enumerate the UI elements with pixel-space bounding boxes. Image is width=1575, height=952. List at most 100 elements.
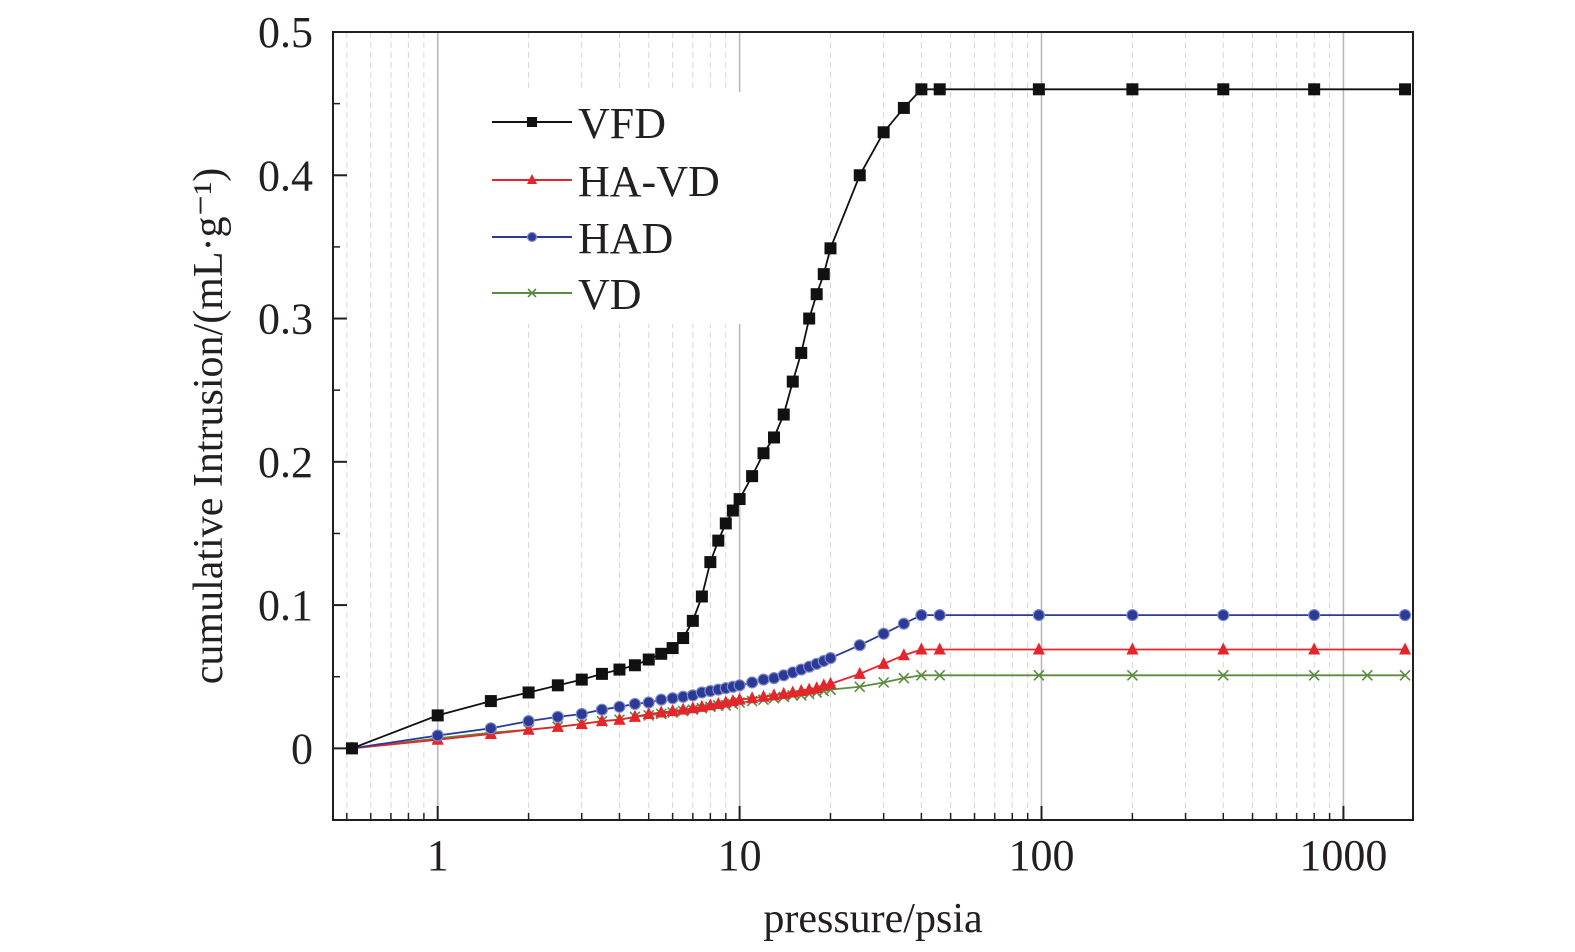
data-point-square [712, 534, 725, 547]
data-point-circle [1126, 609, 1139, 622]
data-point-cross [1361, 669, 1373, 681]
data-point-cross [1033, 669, 1045, 681]
x-tick-label: 1000 [1299, 831, 1387, 880]
series-ha-vd [345, 642, 1412, 754]
data-point-square [1126, 83, 1139, 96]
y-tick-label: 0.3 [258, 295, 313, 344]
data-point-square [595, 667, 608, 680]
data-point-square [345, 742, 358, 755]
data-point-square [817, 268, 830, 281]
data-point-cross [1399, 669, 1411, 681]
data-point-triangle [575, 717, 588, 730]
data-point-circle [575, 707, 588, 721]
data-point-cross [1217, 669, 1229, 681]
data-point-square [704, 556, 717, 569]
data-point-triangle [527, 174, 537, 184]
data-point-triangle [1217, 642, 1230, 655]
data-point-square [677, 632, 690, 645]
data-point-triangle [915, 642, 928, 655]
data-point-circle [628, 697, 642, 711]
data-point-cross-stroke [934, 669, 946, 681]
data-point-square [1308, 83, 1321, 96]
data-point-square [719, 517, 732, 530]
series-line [351, 614, 1406, 750]
data-point-circle [853, 639, 866, 652]
legend-label: HAD [578, 214, 673, 263]
data-point-triangle [897, 648, 910, 661]
data-point-triangle [686, 701, 699, 714]
x-tick-label: 10 [718, 831, 762, 880]
data-point-triangle [595, 714, 608, 727]
data-point-square [810, 288, 823, 301]
data-point-cross-stroke [854, 681, 866, 693]
legend: VFD HA-VD HAD VD [480, 92, 770, 324]
data-point-triangle [757, 689, 770, 702]
data-point-square [695, 590, 708, 603]
data-point-square [768, 431, 781, 444]
data-point-triangle [877, 656, 890, 669]
data-point-cross [854, 681, 866, 693]
x-tick-label: 1 [427, 831, 449, 880]
data-point-square [746, 470, 759, 483]
data-point-square [877, 126, 890, 139]
data-point-cross-stroke [915, 669, 927, 681]
data-point-cross-stroke [878, 676, 890, 689]
data-point-circle [595, 703, 609, 716]
data-point-circle [522, 715, 535, 728]
data-point-triangle [746, 691, 759, 704]
data-point-cross-stroke [1126, 669, 1138, 681]
data-point-triangle [1126, 642, 1139, 655]
series-line [351, 648, 1406, 750]
data-point-triangle [1399, 642, 1412, 655]
data-point-square [666, 642, 679, 655]
data-point-square [575, 673, 588, 686]
data-point-circle [431, 729, 444, 742]
data-point-circle [526, 231, 538, 243]
data-point-cross [915, 669, 927, 681]
data-point-circle [824, 652, 837, 665]
y-tick-label: 0.4 [258, 151, 313, 200]
data-point-circle [757, 673, 770, 686]
legend-label: VFD [578, 99, 666, 148]
series-line [351, 88, 1406, 750]
y-tick-label: 0.2 [258, 438, 313, 487]
data-point-cross [1126, 669, 1138, 681]
data-point-cross [527, 288, 537, 298]
data-point-circle [551, 710, 564, 723]
data-point-triangle [853, 666, 866, 679]
data-point-circle [915, 609, 928, 622]
data-point-cross [898, 672, 910, 684]
y-tick-label: 0.1 [258, 581, 313, 630]
data-point-triangle [768, 688, 781, 701]
data-point-cross-stroke [1217, 669, 1229, 681]
data-point-square [1217, 83, 1230, 96]
data-point-square [484, 695, 497, 708]
data-point-triangle [551, 719, 564, 732]
data-point-triangle [522, 722, 535, 735]
data-point-circle [897, 617, 910, 630]
data-point-triangle [677, 702, 690, 715]
data-point-circle [655, 693, 668, 706]
data-point-circle [746, 676, 759, 689]
data-point-square [795, 346, 808, 359]
data-point-circle [666, 692, 679, 705]
data-point-triangle [1308, 642, 1321, 655]
data-point-circle [933, 609, 946, 622]
legend-item: HA-VD [492, 157, 720, 206]
series-layer [345, 83, 1412, 755]
data-point-square [613, 663, 626, 676]
data-point-triangle [695, 699, 708, 712]
data-point-cross [934, 669, 946, 681]
data-point-square [726, 504, 739, 517]
data-point-cross-stroke [1308, 669, 1320, 681]
data-point-square [733, 493, 746, 506]
x-tick-label: 100 [1009, 831, 1075, 880]
legend-label: HA-VD [578, 157, 720, 206]
data-point-triangle [628, 709, 641, 722]
legend-item: HAD [492, 214, 673, 263]
data-point-square [642, 653, 655, 666]
data-point-circle [642, 696, 655, 709]
y-axis-title: cumulative Intrusion/(mL·g⁻¹) [186, 168, 232, 684]
